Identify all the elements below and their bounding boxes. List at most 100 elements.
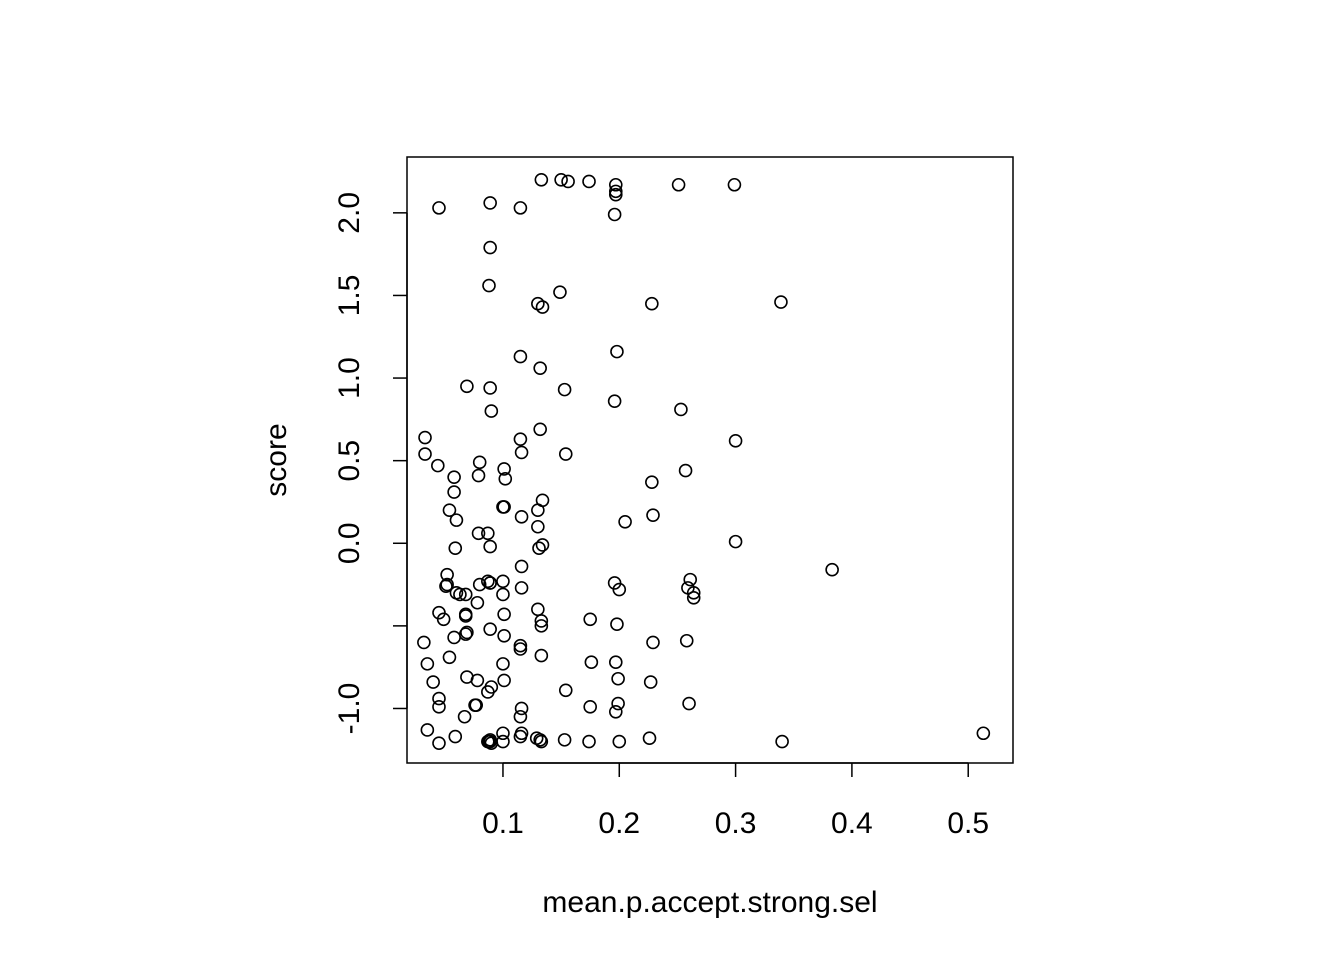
x-tick-label: 0.5 — [947, 807, 989, 840]
data-point — [531, 503, 545, 518]
data-point — [513, 729, 528, 744]
x-tick-label: 0.1 — [482, 807, 524, 840]
data-point — [645, 475, 659, 489]
data-point — [535, 538, 550, 552]
data-point — [686, 590, 701, 605]
y-tick-label: 0.0 — [333, 522, 366, 564]
data-point — [460, 625, 474, 640]
data-point — [642, 731, 657, 746]
data-point — [447, 630, 461, 645]
data-point — [558, 683, 573, 698]
data-point — [483, 622, 497, 636]
data-point — [484, 736, 499, 750]
data-point — [432, 700, 446, 714]
data-point — [449, 513, 464, 527]
data-point — [532, 541, 546, 556]
data-point — [458, 587, 473, 602]
data-point — [472, 455, 487, 470]
data-point — [534, 172, 549, 187]
data-point — [440, 577, 454, 592]
data-point — [447, 485, 461, 499]
data-point — [513, 432, 528, 446]
data-point — [557, 733, 572, 747]
data-point — [646, 635, 660, 650]
data-point — [608, 704, 623, 719]
data-point — [481, 526, 495, 541]
plot-frame — [406, 156, 1014, 764]
data-point — [458, 627, 473, 641]
data-point — [417, 635, 431, 650]
data-point — [645, 296, 659, 311]
data-point — [496, 587, 510, 602]
y-tick-label: 1.5 — [333, 275, 366, 317]
data-point — [514, 510, 529, 524]
data-point — [583, 700, 597, 714]
x-tick-label: 0.2 — [598, 807, 640, 840]
data-point — [825, 562, 839, 577]
data-point — [497, 500, 511, 514]
data-point — [496, 734, 510, 749]
data-point — [608, 184, 623, 199]
data-point — [608, 655, 623, 670]
data-point — [533, 422, 547, 437]
data-point — [497, 607, 511, 622]
data-point — [533, 733, 547, 747]
data-point — [483, 196, 497, 210]
data-point — [482, 734, 496, 749]
data-point — [611, 696, 625, 711]
data-point — [468, 698, 482, 712]
data-point — [420, 723, 435, 737]
data-point — [607, 394, 622, 408]
data-point — [483, 240, 497, 255]
x-axis: 0.1 0.2 0.3 0.4 0.5 — [482, 762, 989, 840]
data-point — [481, 574, 495, 589]
data-point — [583, 612, 597, 627]
data-point — [607, 207, 622, 222]
data-points — [417, 172, 991, 750]
data-point — [442, 650, 457, 665]
data-point — [426, 675, 440, 689]
data-point — [453, 587, 467, 602]
data-point — [533, 361, 547, 375]
data-point — [608, 177, 623, 192]
data-point — [457, 709, 472, 724]
y-tick-label: 0.5 — [333, 440, 366, 482]
data-point — [483, 576, 497, 590]
data-point — [582, 174, 596, 189]
data-point — [618, 514, 632, 529]
data-point — [482, 278, 496, 293]
data-point — [418, 447, 432, 461]
data-point — [534, 614, 549, 628]
data-point — [531, 602, 545, 617]
x-tick-label: 0.4 — [831, 807, 873, 840]
data-point — [442, 503, 457, 518]
data-point — [448, 541, 463, 556]
data-point — [514, 559, 529, 574]
data-point — [432, 691, 446, 706]
y-axis-label: score — [260, 423, 293, 496]
data-point — [497, 462, 511, 476]
data-point — [643, 675, 658, 689]
data-point — [584, 655, 599, 670]
y-tick-label: -1.0 — [333, 683, 366, 735]
data-point — [514, 445, 529, 460]
data-point — [553, 285, 567, 299]
data-point — [496, 574, 510, 589]
data-point — [496, 726, 510, 741]
data-point — [498, 472, 513, 486]
data-point — [513, 709, 528, 724]
x-tick-label: 0.3 — [715, 807, 757, 840]
data-point — [471, 468, 486, 483]
data-point — [484, 404, 499, 418]
data-point — [534, 734, 549, 749]
data-point — [535, 300, 550, 314]
data-point — [976, 726, 991, 741]
data-point — [582, 734, 596, 749]
data-point — [470, 673, 485, 688]
data-point — [612, 582, 627, 597]
data-point — [646, 508, 660, 522]
data-point — [513, 349, 528, 364]
data-point — [448, 729, 463, 744]
x-axis-label: mean.p.accept.strong.sel — [542, 886, 877, 919]
data-point — [610, 344, 624, 359]
